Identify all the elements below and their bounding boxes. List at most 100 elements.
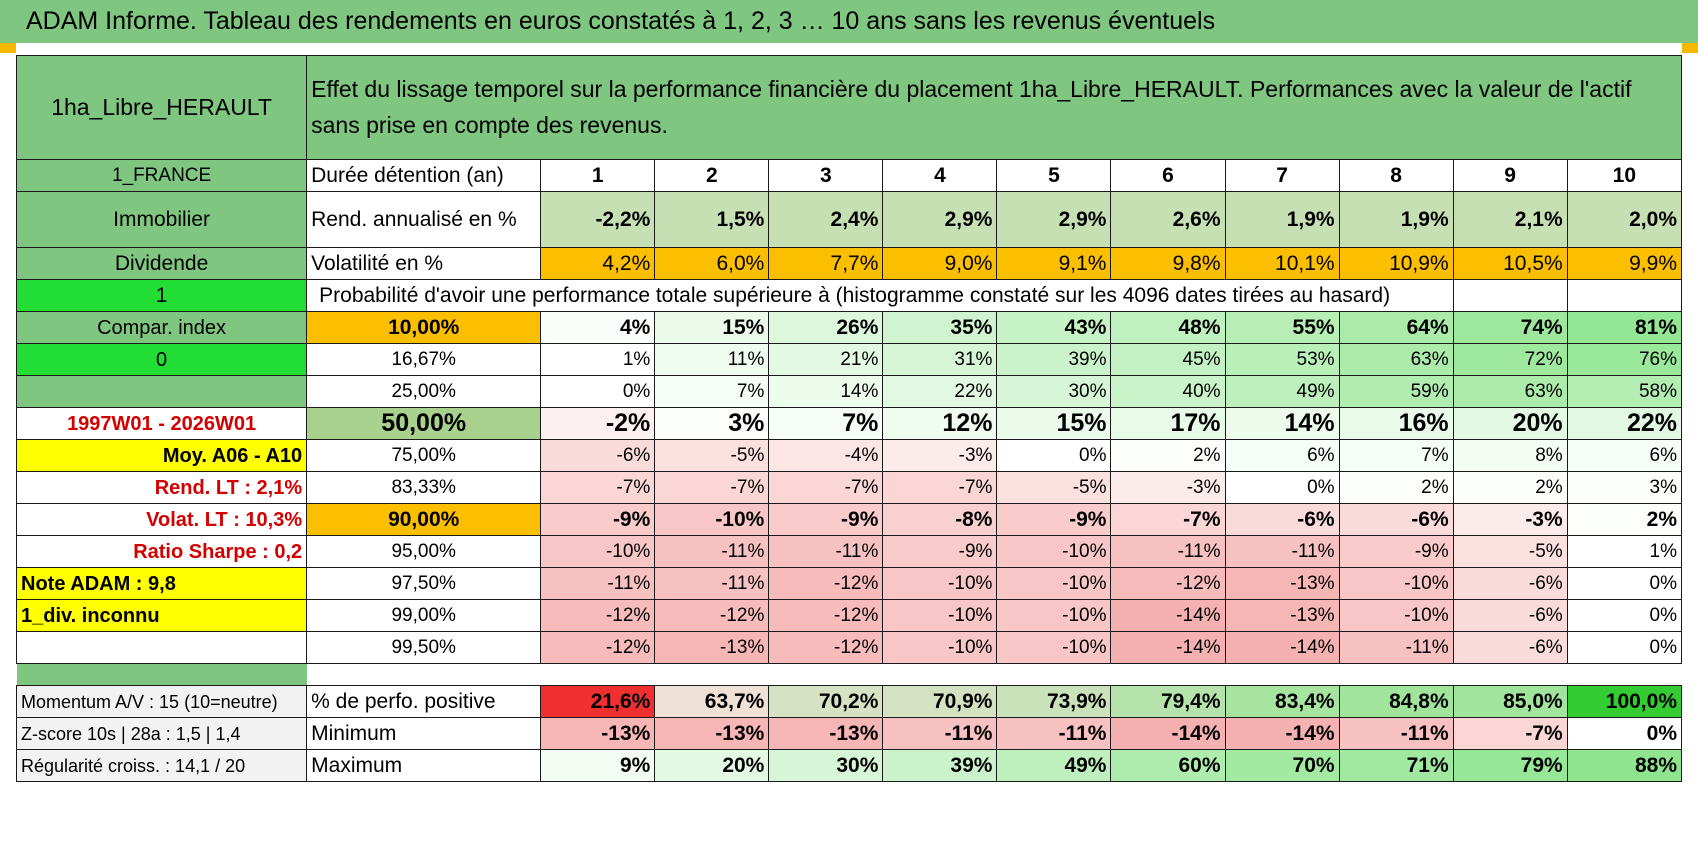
percentile-row: Volat. LT : 10,3% 90,00% -9% -10% -9% -8% -9% -… [15,503,1683,536]
summary-value: 70,9% [882,685,998,718]
percentile-value: -9% [540,503,656,536]
percentile-row: Compar. index 10,00% 4% 15% 26% 35% 43% 48% 55% 6… [15,311,1683,344]
percentile-value: -5% [654,439,770,472]
summary-value: 49% [996,749,1112,782]
summary-row: Régularité croiss. : 14,1 / 20 Maximum 9% 2… [15,749,1683,782]
duration-year: 7 [1224,159,1340,192]
performance-table: 1ha_Libre_HERAULT Effet du lissage tempor… [15,55,1683,782]
annual-return-row: Immobilier Rend. annualisé en % -2,2% 1,5% 2… [15,191,1683,248]
percentile-value: 43% [996,311,1112,344]
percentile-value: -14% [1110,599,1226,632]
duration-year: 4 [882,159,998,192]
country-label: 1_FRANCE [15,159,308,192]
percentile-value: -7% [654,471,770,504]
percentile-row: 25,00% 0% 7% 14% 22% 30% 40% 49% 59% 63% 58% [15,375,1683,408]
percentile-value: -12% [768,599,884,632]
percentile-value: -3% [1110,471,1226,504]
side-period: 1997W01 - 2026W01 [15,407,308,440]
summary-value: 79,4% [1110,685,1226,718]
duration-year: 6 [1110,159,1226,192]
percentile-value: -2% [540,407,656,440]
percentile-value: 7% [1338,439,1454,472]
percentile-value: -7% [768,471,884,504]
percentile-value: -6% [540,439,656,472]
percentile-value: -10% [996,535,1112,568]
annual-return-value: 2,9% [882,191,998,248]
probability-header-row: 1 Probabilité d'avoir une performance tot… [15,279,1683,312]
percentile-value: 22% [1566,407,1683,440]
volatility-value: 9,8% [1110,247,1226,280]
percentile-row: 1997W01 - 2026W01 50,00% -2% 3% 7% 12% 15% 17% 1… [15,407,1683,440]
percentile-value: 39% [996,343,1112,376]
percentile-value: 3% [654,407,770,440]
side-sharpe: Ratio Sharpe : 0,2 [15,535,308,568]
percentile-value: 0% [1566,631,1683,664]
duration-year: 3 [768,159,884,192]
percentile-value: -7% [882,471,998,504]
duration-year: 2 [654,159,770,192]
summary-value: -11% [1338,717,1454,750]
percentile-value: 6% [1566,439,1683,472]
percentile-value: 1% [1566,535,1683,568]
percentile-value: 40% [1110,375,1226,408]
side-note: Note ADAM : 9,8 [15,567,308,600]
duration-year: 5 [996,159,1112,192]
percentile-value: -11% [768,535,884,568]
summary-value: -14% [1224,717,1340,750]
percentile-value: 0% [1566,567,1683,600]
spacer [307,664,1682,686]
percentile-threshold: 95,00% [306,535,542,568]
percentile-value: 0% [1224,471,1340,504]
percentile-value: -10% [1338,567,1454,600]
duration-year: 9 [1452,159,1568,192]
percentile-value: -11% [654,535,770,568]
percentile-value: -3% [1452,503,1568,536]
right-edge-marker [1682,43,1698,53]
percentile-row: Moy. A06 - A10 75,00% -6% -5% -4% -3% 0% 2% 6% 7%… [15,439,1683,472]
left-edge-marker [0,43,16,53]
percentile-value: -5% [1452,535,1568,568]
percentile-value: -14% [1224,631,1340,664]
percentile-value: -10% [654,503,770,536]
percentile-value: -11% [1224,535,1340,568]
summary-value: 63,7% [654,685,770,718]
percentile-threshold: 16,67% [306,343,542,376]
percentile-value: 15% [654,311,770,344]
summary-value: 30% [768,749,884,782]
annual-return-value: 1,5% [654,191,770,248]
volatility-value: 7,7% [768,247,884,280]
percentile-value: 14% [768,375,884,408]
percentile-value: 6% [1224,439,1340,472]
summary-value: -13% [540,717,656,750]
summary-value: -11% [996,717,1112,750]
annual-return-value: 2,6% [1110,191,1226,248]
summary-side-label: Momentum A/V : 15 (10=neutre) [15,685,308,718]
percentile-threshold: 90,00% [306,503,542,536]
percentile-threshold: 99,00% [306,599,542,632]
percentile-value: 59% [1338,375,1454,408]
percentile-value: 53% [1224,343,1340,376]
percentile-value: -10% [996,631,1112,664]
percentile-value: -10% [882,599,998,632]
percentile-value: 1% [540,343,656,376]
percentile-value: 64% [1338,311,1454,344]
summary-value: 9% [540,749,656,782]
percentile-value: 22% [882,375,998,408]
percentile-value: -14% [1110,631,1226,664]
percentile-value: -7% [540,471,656,504]
percentile-threshold: 97,50% [306,567,542,600]
percentile-value: 2% [1110,439,1226,472]
percentile-value: -12% [540,631,656,664]
percentile-value: -13% [654,631,770,664]
summary-row: Momentum A/V : 15 (10=neutre)% de perfo.… [15,685,1683,718]
summary-value: 83,4% [1224,685,1340,718]
percentile-value: -9% [1338,535,1454,568]
percentile-value: 48% [1110,311,1226,344]
flag-one: 1 [15,279,308,312]
percentile-value: 15% [996,407,1112,440]
percentile-value: -9% [996,503,1112,536]
summary-value: 39% [882,749,998,782]
side-zero: 0 [15,343,308,376]
percentile-value: -6% [1224,503,1340,536]
percentile-threshold: 75,00% [306,439,542,472]
